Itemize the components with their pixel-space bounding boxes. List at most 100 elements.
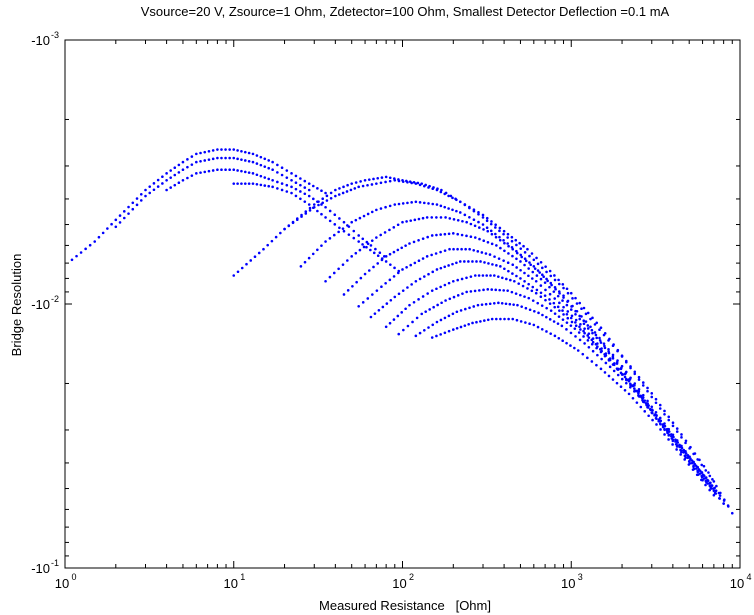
scatter-point	[199, 160, 202, 163]
scatter-point	[468, 216, 471, 219]
scatter-point	[570, 292, 573, 295]
scatter-point	[624, 376, 627, 379]
scatter-point	[409, 264, 412, 267]
scatter-point	[300, 265, 303, 268]
scatter-point	[385, 260, 388, 263]
scatter-point	[498, 257, 501, 260]
scatter-point	[89, 244, 92, 247]
scatter-point	[410, 201, 413, 204]
scatter-point	[695, 467, 698, 470]
scatter-point	[511, 318, 514, 321]
scatter-point	[363, 246, 366, 249]
scatter-point	[505, 302, 508, 305]
scatter-point	[330, 197, 333, 200]
scatter-point	[444, 233, 447, 236]
scatter-point	[670, 433, 673, 436]
scatter-point	[482, 216, 485, 219]
scatter-point	[532, 299, 535, 302]
scatter-point	[182, 179, 185, 182]
scatter-point	[308, 182, 311, 185]
scatter-point	[320, 213, 323, 216]
scatter-point	[260, 156, 263, 159]
scatter-point	[397, 272, 400, 275]
scatter-point	[533, 310, 536, 313]
scatter-point	[375, 182, 378, 185]
scatter-point	[389, 205, 392, 208]
scatter-point	[591, 339, 594, 342]
scatter-point	[497, 302, 500, 305]
scatter-point	[507, 261, 510, 264]
scatter-point	[440, 301, 443, 304]
scatter-point	[566, 317, 569, 320]
scatter-point	[580, 307, 583, 310]
scatter-point	[715, 489, 718, 492]
scatter-point	[392, 226, 395, 229]
scatter-point	[629, 386, 632, 389]
scatter-point	[680, 433, 683, 436]
scatter-point	[502, 289, 505, 292]
scatter-point	[589, 318, 592, 321]
scatter-point	[370, 244, 373, 247]
scatter-point	[426, 292, 429, 295]
scatter-point	[583, 332, 586, 335]
scatter-point	[640, 394, 643, 397]
scatter-point	[641, 399, 644, 402]
scatter-point	[165, 189, 168, 192]
scatter-point	[431, 187, 434, 190]
scatter-point	[537, 326, 540, 329]
scatter-point	[304, 261, 307, 264]
scatter-point	[252, 161, 255, 164]
scatter-point	[703, 465, 706, 468]
scatter-point	[515, 257, 518, 260]
y-tick-exponent: -1	[51, 558, 59, 568]
scatter-point	[490, 288, 493, 291]
scatter-point	[244, 182, 247, 185]
scatter-point	[585, 313, 588, 316]
scatter-point	[452, 313, 455, 316]
scatter-point	[537, 269, 540, 272]
scatter-point	[502, 233, 505, 236]
scatter-point	[260, 175, 263, 178]
scatter-point	[520, 320, 523, 323]
scatter-point	[178, 181, 181, 184]
scatter-point	[342, 227, 345, 230]
scatter-point	[309, 209, 312, 212]
scatter-point	[447, 207, 450, 210]
scatter-point	[650, 411, 653, 414]
scatter-point	[577, 349, 580, 352]
scatter-point	[575, 319, 578, 322]
scatter-point	[471, 260, 474, 263]
scatter-point	[422, 257, 425, 260]
scatter-point	[482, 274, 485, 277]
scatter-point	[636, 390, 639, 393]
scatter-point	[633, 373, 636, 376]
scatter-point	[493, 255, 496, 258]
scatter-point	[245, 263, 248, 266]
scatter-point	[422, 295, 425, 298]
scatter-point	[436, 189, 439, 192]
scatter-point	[389, 253, 392, 256]
scatter-point	[649, 409, 652, 412]
scatter-point	[471, 322, 474, 325]
scatter-point	[286, 184, 289, 187]
scatter-point	[299, 184, 302, 187]
scatter-point	[718, 497, 721, 500]
scatter-point	[650, 392, 653, 395]
scatter-point	[533, 258, 536, 261]
scatter-point	[475, 321, 478, 324]
scatter-point	[419, 184, 422, 187]
scatter-point	[440, 319, 443, 322]
scatter-point	[411, 321, 414, 324]
scatter-point	[131, 208, 134, 211]
scatter-point	[415, 280, 418, 283]
scatter-point	[570, 324, 573, 327]
scatter-point	[254, 255, 257, 258]
scatter-point	[252, 172, 255, 175]
scatter-point	[375, 209, 378, 212]
scatter-point	[646, 390, 649, 393]
scatter-point	[330, 192, 333, 195]
scatter-point	[299, 190, 302, 193]
scatter-point	[397, 249, 400, 252]
scatter-point	[283, 228, 286, 231]
scatter-point	[140, 199, 143, 202]
